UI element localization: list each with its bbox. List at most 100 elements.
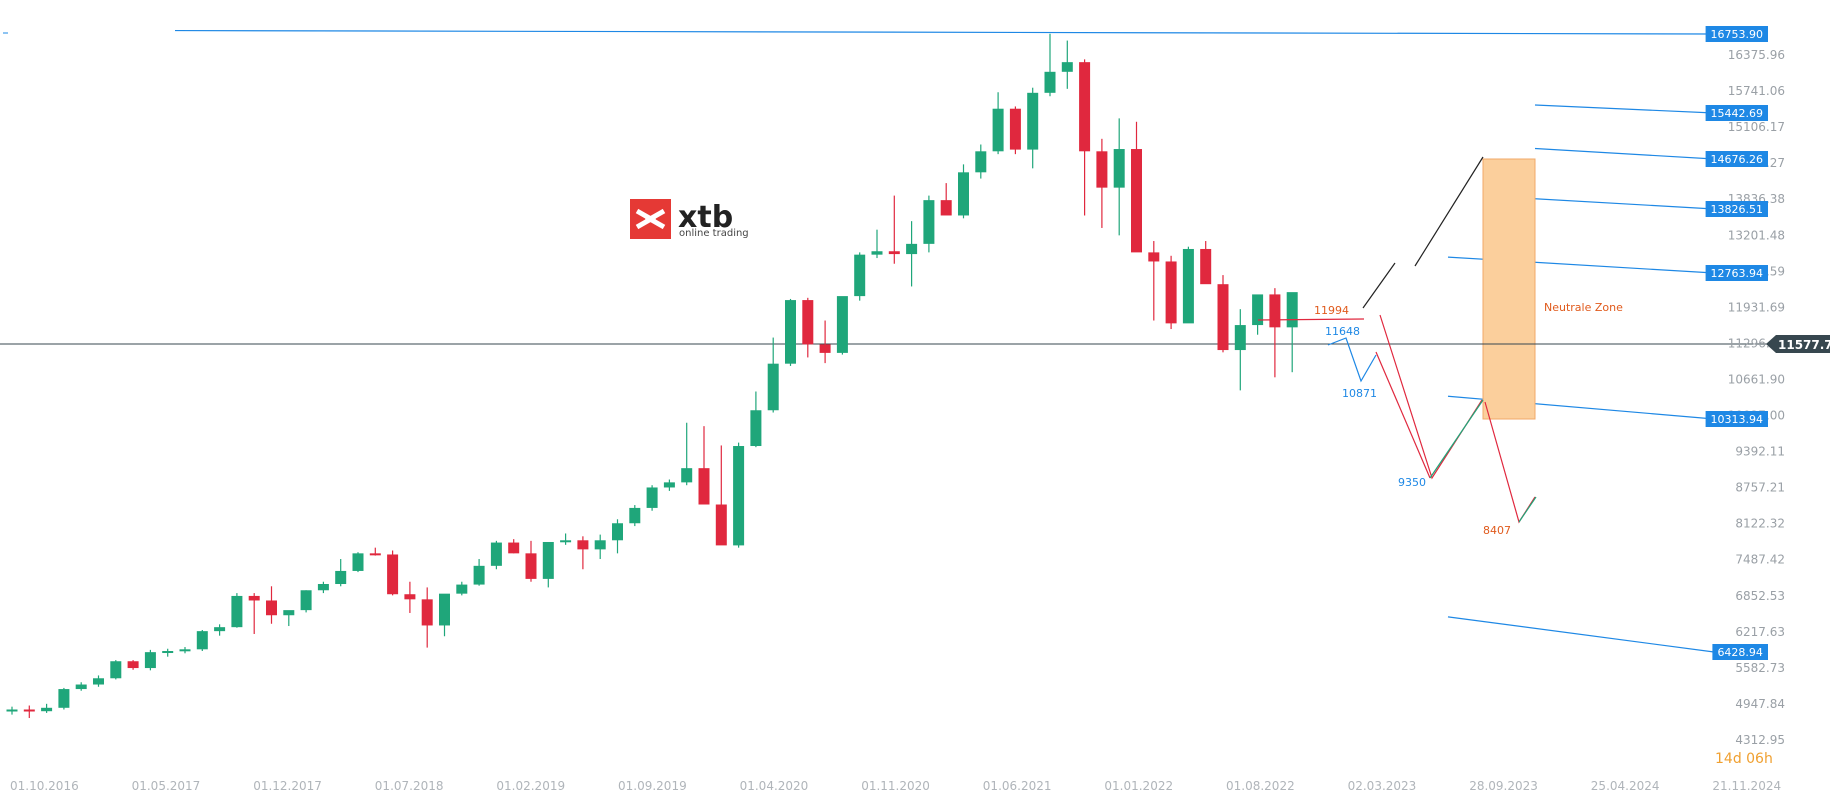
y-tick-label: 6217.63 [1735, 625, 1785, 639]
candle-body [750, 410, 762, 447]
y-tick-label: 11931.69 [1728, 300, 1785, 314]
projection-path-green-final [1518, 496, 1537, 523]
candle-body [1061, 62, 1073, 72]
level-tags: 16753.90 15442.69 14676.26 13826.51 12763.94… [1705, 26, 1768, 660]
candle-body [473, 565, 485, 585]
resistance-line-11994 [1257, 318, 1365, 321]
candle-body [629, 507, 641, 524]
candle-body [542, 541, 554, 579]
candle-body [317, 584, 329, 591]
candle-body [1182, 248, 1194, 324]
annotation-label: 11994 [1314, 304, 1349, 317]
candle-body [283, 610, 295, 616]
x-tick-label: 01.11.2020 [861, 779, 930, 793]
x-tick-label: 01.01.2022 [1104, 779, 1173, 793]
candle-body [663, 482, 675, 488]
candle-body [490, 542, 502, 566]
x-axis: 01.10.2016 01.05.2017 01.12.2017 01.07.2018… [10, 779, 1781, 793]
y-tick-label: 6852.53 [1735, 589, 1785, 603]
candle-body [1165, 261, 1177, 324]
level-line [1534, 104, 1715, 114]
y-tick-label: 10661.90 [1728, 372, 1785, 386]
candle-body [231, 595, 243, 628]
candle-body [421, 599, 433, 626]
candle-body [767, 363, 779, 411]
candle-body [23, 709, 35, 712]
candle-body [144, 652, 156, 669]
level-tag-value: 13826.51 [1711, 203, 1764, 216]
x-tick-label: 01.06.2021 [983, 779, 1052, 793]
y-tick-label: 13201.48 [1728, 228, 1785, 242]
x-tick-label: 01.04.2020 [740, 779, 809, 793]
annotations: 11994 11648 10871 9350 8407 [1314, 304, 1511, 537]
x-tick-label: 01.12.2017 [253, 779, 322, 793]
candle-body [854, 254, 866, 297]
level-tag [1712, 644, 1768, 660]
x-tick-label: 01.10.2016 [10, 779, 79, 793]
candle-body [698, 468, 710, 505]
candle-body [940, 200, 952, 216]
countdown-timer: 14d 06h [1715, 751, 1773, 767]
y-tick-label: 16375.96 [1728, 48, 1785, 62]
candle-body [836, 296, 848, 353]
projection-path-red-final [1484, 401, 1536, 524]
y-tick-label: 8122.32 [1735, 517, 1785, 531]
candle-body [1234, 325, 1246, 351]
candle-body [248, 595, 260, 601]
x-tick-label: 28.09.2023 [1469, 779, 1538, 793]
level-tag [1705, 411, 1768, 427]
candle-body [369, 553, 381, 556]
projection-lines [1257, 156, 1537, 524]
level-line [1447, 616, 1715, 653]
candles [6, 33, 1298, 719]
level-line [1499, 196, 1715, 210]
candle-body [646, 487, 658, 508]
x-tick-label: 25.04.2024 [1591, 779, 1660, 793]
x-tick-label: 02.03.2023 [1348, 779, 1417, 793]
candle-body [888, 251, 900, 255]
candle-body [404, 594, 416, 600]
candle-body [819, 344, 831, 353]
level-tag [1705, 26, 1768, 42]
projection-path-black-upper [1362, 262, 1396, 309]
y-tick-label: 4947.84 [1735, 697, 1785, 711]
candle-body [1009, 108, 1021, 150]
xtb-logo-text: xtb [678, 200, 733, 235]
y-tick-label: 4312.95 [1735, 733, 1785, 747]
level-tag [1705, 151, 1768, 167]
y-tick-label: 7487.42 [1735, 553, 1785, 567]
annotation-label: 9350 [1398, 476, 1426, 489]
candle-body [1269, 294, 1281, 328]
level-tag-value: 12763.94 [1711, 267, 1764, 280]
candle-body [577, 540, 589, 550]
annotation-label: 8407 [1483, 524, 1511, 537]
neutral-zone-label: Neutrale Zone [1544, 301, 1623, 314]
candle-body [127, 661, 139, 669]
candle-body [1079, 62, 1091, 152]
candle-body [802, 300, 814, 345]
candle-body [1044, 71, 1056, 93]
candle-body [75, 684, 87, 690]
current-price-tag: 11577.73 [1766, 335, 1837, 353]
level-tag [1705, 201, 1768, 217]
x-tick-label: 01.02.2019 [496, 779, 565, 793]
candle-body [992, 108, 1004, 152]
candle-body [1148, 252, 1160, 262]
candle-body [58, 689, 70, 708]
annotation-label: 11648 [1325, 325, 1360, 338]
candle-body [6, 709, 18, 712]
candle-body [179, 649, 191, 652]
level-tag-value: 14676.26 [1711, 153, 1764, 166]
x-tick-label: 01.05.2017 [132, 779, 201, 793]
y-tick-label: 8757.21 [1735, 481, 1785, 495]
level-tag [1705, 265, 1768, 281]
candle-body [975, 151, 987, 173]
candle-body [681, 468, 693, 483]
candle-body [1113, 149, 1125, 188]
level-tag [1705, 105, 1768, 121]
y-tick-label: 15741.06 [1728, 84, 1785, 98]
candle-body [300, 590, 312, 611]
candle-body [456, 584, 468, 594]
candle-body [439, 593, 450, 626]
